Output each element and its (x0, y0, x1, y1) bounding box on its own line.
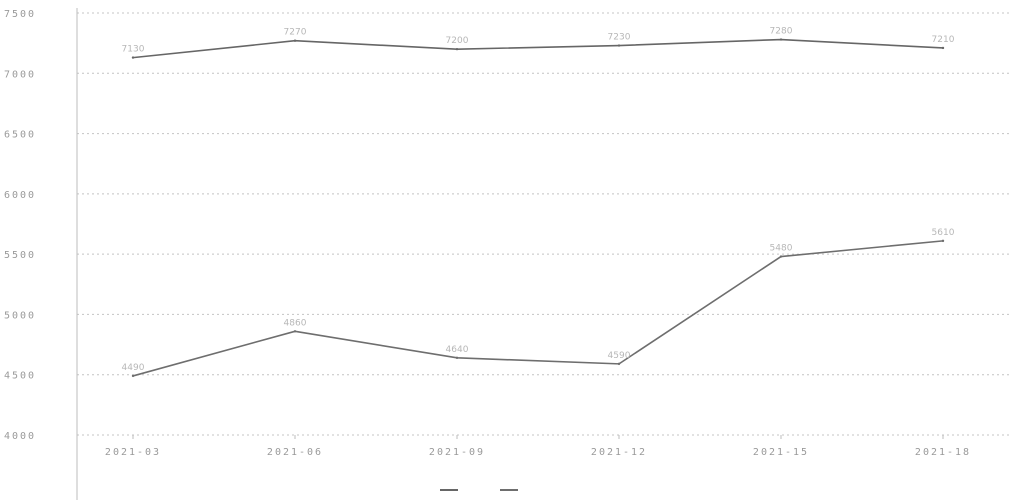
x-axis-tick-labels: 2021-03 2021-06 2021-09 2021-12 2021-15 2021-… (105, 435, 971, 458)
series-1-point (941, 46, 945, 50)
series-2-data-label: 4490 (122, 363, 145, 373)
series-1-data-label: 7230 (608, 33, 631, 43)
series-1-point (779, 38, 783, 41)
series-2-line (132, 240, 944, 377)
series-lines: 7130 7270 7200 7230 7280 7210 4490 4860 4640 4590… (122, 27, 955, 378)
y-tick-label: 4000 (4, 431, 36, 442)
series-1-data-label: 7270 (284, 28, 307, 38)
series-2-point (293, 330, 297, 333)
y-axis-tick-labels: 4000 4500 5000 5500 6000 6500 7000 7500 (4, 9, 36, 442)
y-tick-label: 7000 (4, 69, 36, 80)
x-tick-label: 2021-15 (753, 447, 809, 458)
x-tick-label: 2021-06 (267, 447, 323, 458)
x-tick-label: 2021-12 (591, 447, 647, 458)
series-1-data-label: 7210 (932, 35, 955, 45)
y-tick-label: 4500 (4, 371, 36, 382)
series-2-point (455, 356, 459, 360)
series-1-data-label: 7130 (122, 45, 145, 55)
series-2-point (131, 374, 135, 378)
x-tick-label: 2021-03 (105, 447, 161, 458)
series-2-data-label: 4590 (608, 351, 631, 361)
series-1-data-label: 7200 (446, 36, 469, 46)
series-2-data-label: 4860 (284, 318, 307, 328)
y-tick-label: 7500 (4, 9, 36, 20)
x-tick-label: 2021-18 (915, 447, 971, 458)
series-1-data-label: 7280 (770, 27, 793, 37)
series-1-point (455, 47, 459, 51)
series-2-data-label: 5610 (932, 228, 955, 238)
y-tick-label: 5500 (4, 250, 36, 261)
series-2-data-label: 4640 (446, 345, 469, 355)
y-tick-label: 5000 (4, 310, 36, 321)
x-tick-label: 2021-09 (429, 447, 485, 458)
y-tick-label: 6000 (4, 190, 36, 201)
series-2-point (617, 362, 621, 366)
series-1-line (132, 38, 944, 59)
y-tick-label: 6500 (4, 130, 36, 141)
series-2-data-label: 5480 (770, 244, 793, 254)
series-1-point (617, 44, 621, 47)
grid-lines (77, 12, 1012, 436)
series-1-point (131, 56, 135, 59)
series-2-point (941, 239, 945, 243)
series-2-point (779, 255, 783, 258)
series-1-point (293, 39, 297, 42)
